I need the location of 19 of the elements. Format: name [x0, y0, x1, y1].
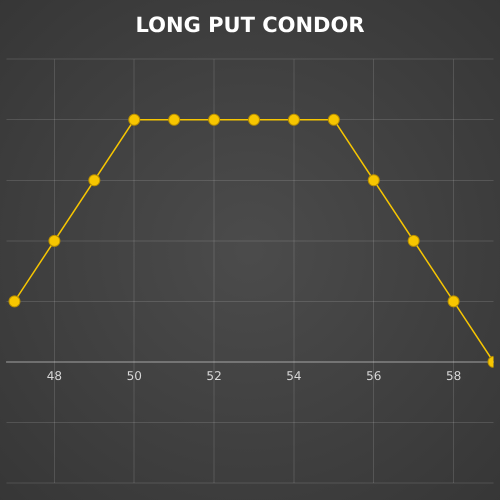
- x-tick-label: 48: [46, 369, 62, 384]
- x-tick-label: 58: [446, 369, 462, 384]
- point: [368, 174, 380, 186]
- point: [168, 114, 180, 126]
- point: [328, 114, 340, 126]
- point: [8, 295, 20, 308]
- x-tick-label: 52: [206, 369, 222, 384]
- point: [48, 234, 60, 247]
- x-tick-label: 56: [366, 369, 382, 384]
- point: [208, 114, 220, 126]
- point: [128, 114, 140, 126]
- point: [88, 174, 100, 186]
- x-tick-label: 50: [126, 369, 142, 384]
- point: [408, 234, 420, 247]
- point: [448, 295, 460, 308]
- point: [288, 114, 300, 126]
- point: [248, 114, 260, 126]
- x-tick-label: 54: [286, 369, 302, 384]
- chart-title: LONG PUT CONDOR: [136, 13, 364, 38]
